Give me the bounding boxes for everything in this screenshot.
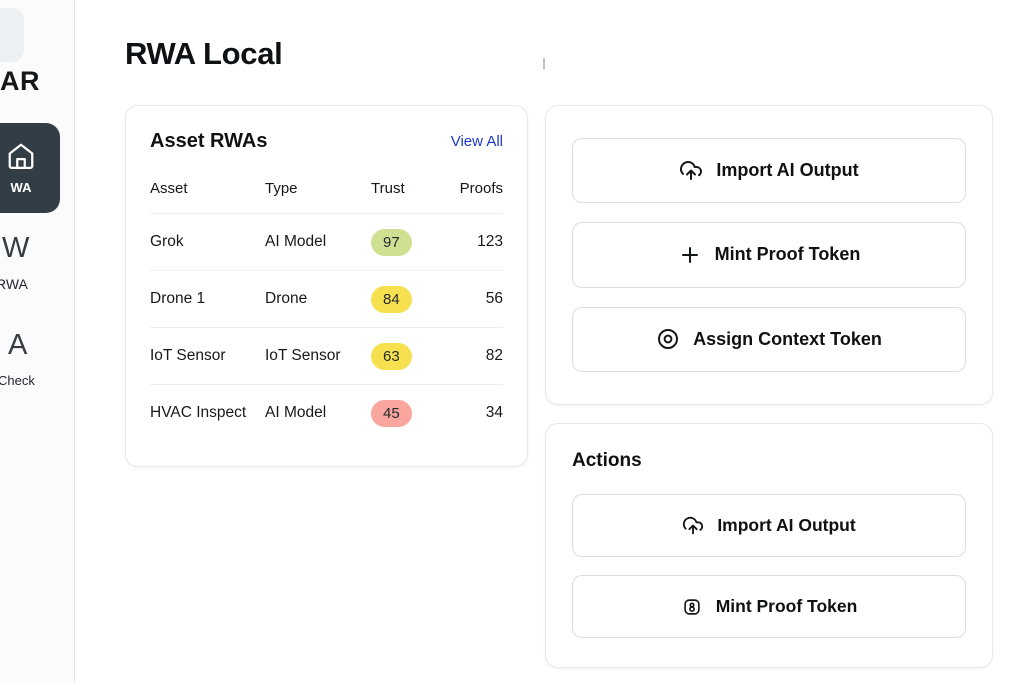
- mint-proof-token-button[interactable]: Mint Proof Token: [572, 575, 966, 638]
- column-header-type: Type: [265, 180, 371, 197]
- sidebar-item-glyph: W: [2, 232, 29, 265]
- column-header-asset: Asset: [150, 180, 265, 197]
- trust-badge: 45: [371, 400, 412, 427]
- proofs-count: 56: [445, 290, 503, 308]
- sidebar-item-check[interactable]: A Check: [8, 329, 35, 388]
- text-caret: [543, 58, 545, 69]
- table-row: Grok AI Model 97 123: [150, 214, 503, 271]
- cloud-upload-icon: [679, 159, 703, 183]
- import-ai-output-button[interactable]: Import AI Output: [572, 494, 966, 557]
- column-header-proofs: Proofs: [445, 180, 503, 197]
- actions-title: Actions: [572, 450, 966, 472]
- proofs-count: 82: [445, 347, 503, 365]
- sidebar-item-rwa-active[interactable]: WA: [0, 123, 60, 213]
- actions-card: Actions Import AI Output Mint Proof Toke…: [545, 423, 993, 668]
- trust-badge: 84: [371, 286, 412, 313]
- table-row: IoT Sensor IoT Sensor 63 82: [150, 328, 503, 385]
- proofs-count: 34: [445, 404, 503, 422]
- button-label: Mint Proof Token: [716, 596, 858, 617]
- proofs-count: 123: [445, 233, 503, 251]
- sidebar-item-label: RWA: [0, 276, 29, 292]
- button-label: Mint Proof Token: [715, 244, 861, 265]
- cloud-upload-icon: [682, 515, 704, 537]
- asset-rwas-card: Asset RWAs View All Asset Type Trust Pro…: [125, 105, 528, 467]
- view-all-link[interactable]: View All: [451, 130, 503, 150]
- brand-text: AR: [0, 66, 40, 97]
- target-icon: [656, 327, 680, 351]
- page-title: RWA Local: [125, 36, 283, 72]
- table-row: HVAC Inspect AI Model 45 34: [150, 385, 503, 441]
- asset-type: AI Model: [265, 233, 371, 251]
- asset-rwas-title: Asset RWAs: [150, 130, 267, 153]
- asset-type: Drone: [265, 290, 371, 308]
- asset-name: HVAC Inspect: [150, 404, 265, 422]
- trust-badge: 63: [371, 343, 412, 370]
- asset-name: IoT Sensor: [150, 347, 265, 365]
- sidebar-item-label: Check: [0, 373, 35, 388]
- import-ai-output-button[interactable]: Import AI Output: [572, 138, 966, 203]
- asset-name: Grok: [150, 233, 265, 251]
- badge-icon: [681, 596, 703, 618]
- asset-type: AI Model: [265, 404, 371, 422]
- sidebar: AR WA W RWA A Check: [0, 0, 75, 683]
- plus-icon: [678, 243, 702, 267]
- mint-proof-token-button[interactable]: Mint Proof Token: [572, 222, 966, 287]
- asset-type: IoT Sensor: [265, 347, 371, 365]
- table-row: Drone 1 Drone 84 56: [150, 271, 503, 328]
- asset-name: Drone 1: [150, 290, 265, 308]
- assign-context-token-button[interactable]: Assign Context Token: [572, 307, 966, 372]
- column-header-trust: Trust: [371, 180, 445, 197]
- logo: [0, 8, 24, 62]
- button-label: Import AI Output: [716, 160, 858, 181]
- sidebar-item-glyph: A: [8, 329, 35, 362]
- quick-actions-card: Import AI Output Mint Proof Token Assign…: [545, 105, 993, 405]
- home-icon: [6, 141, 36, 171]
- trust-badge: 97: [371, 229, 412, 256]
- button-label: Import AI Output: [717, 515, 855, 536]
- button-label: Assign Context Token: [693, 329, 882, 350]
- table-header-row: Asset Type Trust Proofs: [150, 180, 503, 214]
- sidebar-item-rwa[interactable]: W RWA: [2, 232, 29, 292]
- asset-table: Asset Type Trust Proofs Grok AI Model 97…: [150, 180, 503, 441]
- sidebar-item-label: WA: [11, 180, 32, 195]
